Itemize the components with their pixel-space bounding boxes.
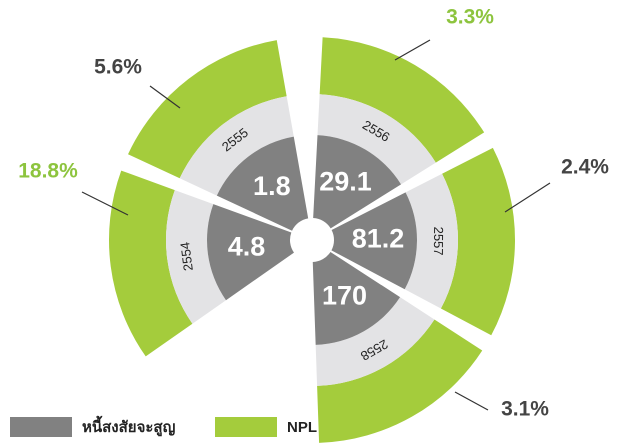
npl-label: 3.3% — [446, 6, 494, 29]
leader-line — [504, 182, 551, 213]
leader-line — [454, 391, 489, 411]
year-label: 2554 — [177, 241, 196, 272]
leader-line — [394, 39, 431, 61]
value-label: 29.1 — [319, 166, 372, 196]
doubtful-wedge — [312, 251, 401, 345]
legend-label: NPL — [287, 419, 317, 436]
value-label: 4.8 — [228, 232, 266, 262]
legend-swatch — [215, 417, 277, 437]
value-label: 170 — [322, 281, 367, 311]
leader-line — [149, 85, 181, 109]
year-band — [317, 94, 436, 185]
year-band — [404, 173, 458, 309]
legend-label: หนี้สงสัยจะสูญ — [82, 415, 176, 437]
npl-ring — [128, 40, 287, 179]
npl-ring — [440, 147, 515, 336]
year-label: 2557 — [431, 227, 446, 256]
year-band — [315, 297, 435, 386]
npl-label: 18.8% — [18, 160, 78, 183]
doubtful-wedge — [331, 192, 418, 290]
doubtful-wedge — [216, 136, 309, 231]
legend-swatch — [10, 417, 72, 437]
npl-label: 5.6% — [94, 56, 142, 79]
npl-label: 3.1% — [501, 398, 549, 421]
year-band — [166, 190, 226, 324]
value-label: 1.8 — [253, 171, 291, 201]
npl-ring — [109, 170, 193, 357]
doubtful-wedge — [313, 135, 402, 229]
leader-line — [81, 191, 129, 216]
npl-label: 2.4% — [561, 156, 609, 179]
npl-ring — [319, 37, 485, 163]
npl-ring — [317, 319, 483, 443]
value-label: 81.2 — [352, 224, 405, 254]
doubtful-wedge — [206, 204, 294, 301]
year-band — [179, 96, 294, 196]
